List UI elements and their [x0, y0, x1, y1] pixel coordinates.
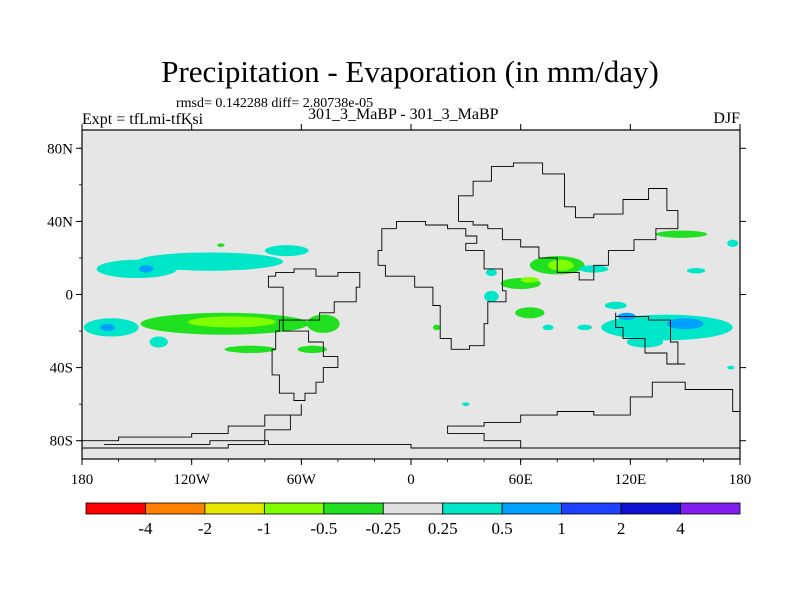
anomaly-patch-17	[485, 268, 497, 277]
colorbar-swatch-0	[85, 502, 146, 515]
x-tick-label-1: 120W	[173, 472, 211, 488]
season-label: DJF	[713, 110, 740, 127]
anomaly-patch-10	[224, 345, 276, 353]
anomaly-patch-25	[655, 230, 708, 238]
coastline-1	[271, 319, 339, 401]
coastline-3	[377, 220, 507, 350]
colorbar-swatch-4	[323, 502, 384, 515]
anomaly-patch-31	[217, 243, 225, 247]
colorbar-swatch-6	[442, 502, 503, 515]
anomaly-patch-32	[462, 402, 470, 406]
colorbar-swatch-5	[382, 502, 444, 515]
colorbar-label-3: -0.5	[310, 519, 337, 538]
chart-title: Precipitation - Evaporation (in mm/day)	[161, 54, 659, 89]
anomaly-patch-23	[604, 301, 627, 310]
y-tick-label-2: 0	[66, 288, 74, 304]
colorbar-label-8: 2	[617, 519, 626, 538]
colorbar-label-5: 0.25	[428, 519, 458, 538]
colorbar-swatch-8	[561, 502, 622, 515]
x-tick-label-4: 60E	[509, 472, 533, 488]
x-tick-label-0: 180	[71, 472, 94, 488]
y-tick-label-3: 40S	[50, 361, 73, 377]
colorbar-swatch-3	[263, 502, 325, 515]
anomaly-patch-18	[484, 290, 499, 302]
coastline-0	[267, 268, 361, 321]
anomaly-patch-5	[188, 316, 276, 328]
anomaly-patch-2	[264, 245, 309, 257]
colorbar-swatch-9	[620, 502, 681, 515]
y-tick-label-1: 40N	[47, 214, 73, 230]
anomaly-patch-8	[100, 323, 115, 332]
anomaly-patch-33	[727, 365, 735, 370]
x-tick-label-3: 0	[407, 472, 415, 488]
anomaly-patch-29	[542, 324, 554, 331]
experiment-label: Expt = tfLmi-tfKsi	[82, 111, 204, 128]
colorbar: -4 -2 -1 -0.5 -0.25 0.25 0.5 1 2 4	[85, 502, 741, 538]
x-tick-label-5: 120E	[614, 472, 646, 488]
case-label: 301_3_MaBP - 301_3_MaBP	[308, 106, 499, 123]
coastline-2	[82, 404, 302, 449]
stats-text: rmsd= 0.142288 diff= 2.80738e-05	[176, 96, 374, 111]
anomaly-patch-20	[666, 318, 704, 330]
colorbar-label-1: -2	[198, 519, 212, 538]
map-background	[82, 130, 740, 459]
colorbar-label-6: 0.5	[492, 519, 513, 538]
colorbar-label-9: 4	[676, 519, 685, 538]
anomaly-patch-3	[138, 265, 154, 273]
y-tick-label-4: 80S	[50, 434, 73, 450]
coastline-layer	[82, 162, 740, 449]
coastline-6	[447, 381, 740, 449]
colorbar-swatch-10	[680, 502, 741, 515]
anomaly-layer	[83, 230, 739, 406]
axis-layer: 180 120W 60W 0 60E 120E 180 80N 40N 0 40S 80S	[47, 124, 751, 488]
anomaly-patch-13	[548, 259, 574, 271]
anomaly-patch-27	[686, 267, 706, 274]
coastline-5	[615, 312, 686, 365]
anomaly-patch-24	[727, 239, 739, 247]
anomaly-patch-30	[432, 324, 441, 331]
x-tick-label-2: 60W	[287, 472, 317, 488]
coastline-4	[458, 162, 679, 281]
colorbar-label-7: 1	[557, 519, 566, 538]
anomaly-patch-9	[149, 336, 168, 348]
colorbar-swatch-7	[501, 502, 563, 515]
anomaly-patch-6	[306, 314, 340, 333]
colorbar-label-0: -4	[138, 519, 153, 538]
colorbar-swatch-2	[204, 502, 265, 515]
anomaly-patch-1	[136, 252, 284, 271]
anomaly-patch-16	[515, 307, 545, 319]
colorbar-label-2: -1	[257, 519, 271, 538]
anomaly-patch-11	[297, 345, 327, 353]
x-tick-label-6: 180	[729, 472, 752, 488]
colorbar-label-4: -0.25	[366, 519, 401, 538]
colorbar-swatch-1	[145, 502, 206, 515]
anomaly-patch-15	[520, 276, 539, 283]
anomaly-patch-28	[577, 324, 592, 331]
coastline-7	[103, 440, 740, 449]
y-tick-label-0: 80N	[47, 141, 73, 157]
